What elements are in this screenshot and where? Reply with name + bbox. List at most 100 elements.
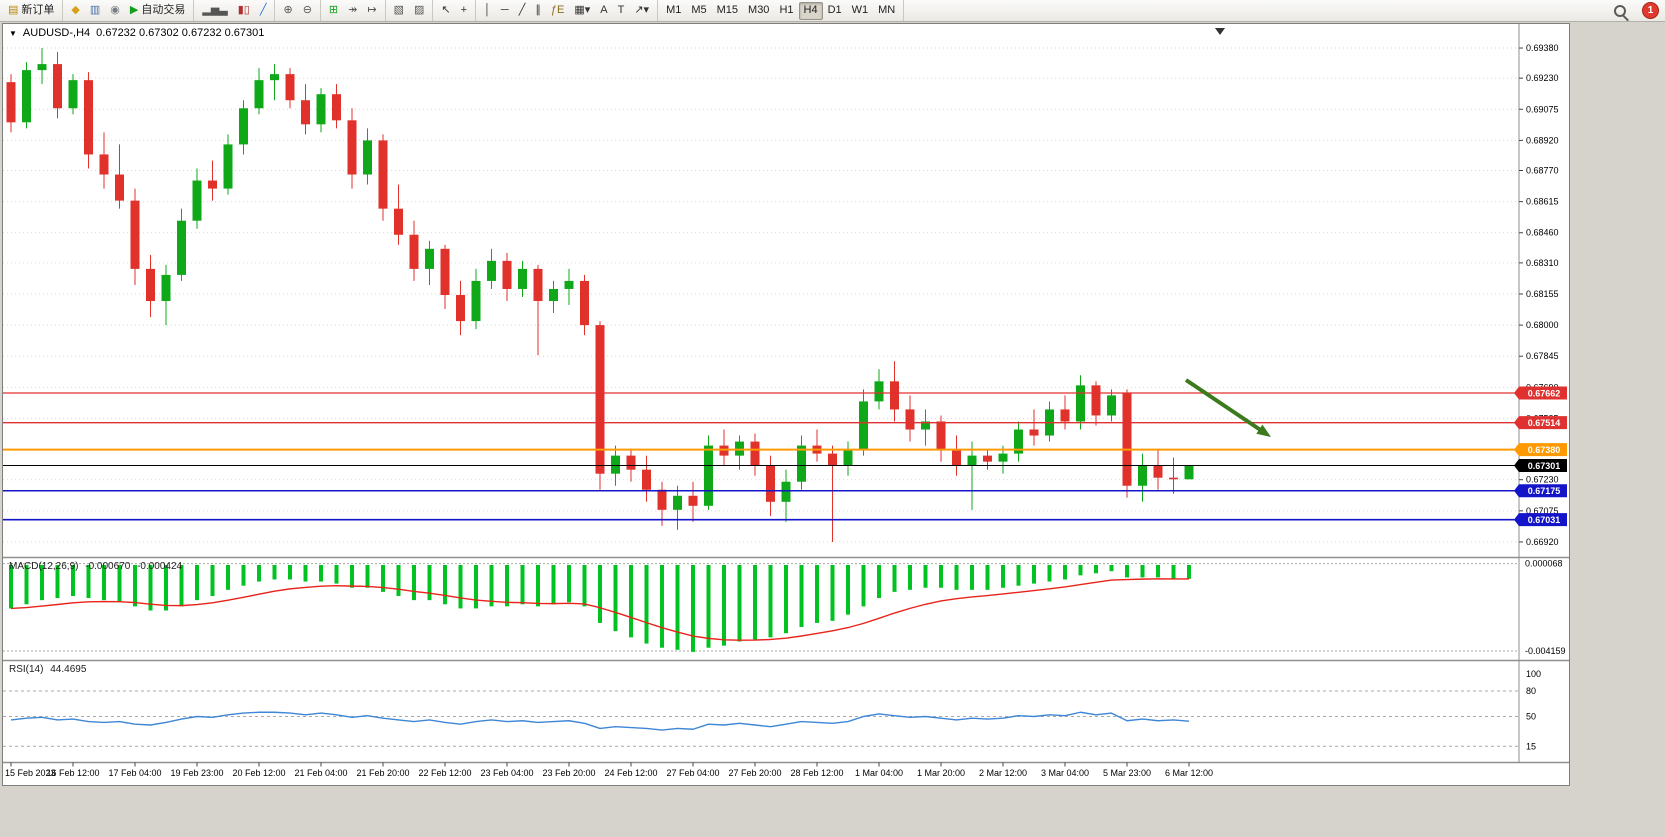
- macd-signal-line: [10, 578, 1190, 641]
- timeframe-w1-button[interactable]: W1: [847, 2, 874, 20]
- arrows-button[interactable]: ↗▾: [629, 2, 654, 20]
- price-tag-0.67380[interactable]: 0.67380: [1514, 443, 1567, 457]
- rsi-label: RSI(14) 44.4695: [9, 664, 90, 675]
- zoom-in-button[interactable]: ⊕: [278, 2, 297, 20]
- svg-text:0.69230: 0.69230: [1526, 73, 1559, 83]
- group-arrange: ⊞ ↠ ↦: [321, 0, 386, 21]
- svg-text:15 Feb 2023: 15 Feb 2023: [5, 768, 56, 778]
- timeframe-mn-button-label: MN: [878, 4, 896, 16]
- rsi-panel: [3, 690, 1519, 747]
- vertical-line-icon: │: [484, 4, 491, 16]
- chart-window: 0.69380 0.69230 0.69075 0.68920 0.68770 0.686…: [2, 23, 1570, 786]
- svg-text:0.67662: 0.67662: [1528, 388, 1561, 398]
- text-label-icon: T: [617, 4, 625, 16]
- timeframe-d1-button[interactable]: D1: [823, 2, 847, 20]
- tile-windows-button[interactable]: ⊞: [324, 2, 343, 20]
- timeframe-h4-button-label: H4: [803, 4, 818, 16]
- fibonacci-button[interactable]: ƒE: [546, 2, 569, 20]
- svg-text:0.68310: 0.68310: [1526, 258, 1559, 268]
- autotrading-button[interactable]: ▶ 自动交易: [125, 2, 190, 20]
- shapes-button[interactable]: ▦▾: [569, 2, 595, 20]
- svg-text:19 Feb 23:00: 19 Feb 23:00: [170, 768, 223, 778]
- new-order-button[interactable]: ▤ 新订单: [3, 2, 59, 20]
- svg-text:80: 80: [1526, 686, 1536, 696]
- timeframe-mn-button[interactable]: MN: [873, 2, 900, 20]
- market-watch-button[interactable]: ▥: [85, 2, 105, 20]
- timeframe-m5-button[interactable]: M5: [686, 2, 711, 20]
- horizontal-line-button[interactable]: ─: [496, 2, 514, 20]
- sounds-button[interactable]: ◉: [105, 2, 125, 20]
- metaeditor-button[interactable]: ◆: [66, 2, 84, 20]
- autotrading-button-label: 自动交易: [141, 4, 186, 16]
- group-indicators: ▧ ▨: [386, 0, 434, 21]
- indicators-icon: ▧: [393, 4, 404, 16]
- candlestick-chart-button[interactable]: ▮▯: [233, 2, 255, 20]
- ohlc-values: 0.67232 0.67302 0.67232 0.67301: [96, 27, 265, 39]
- templates-button[interactable]: ▨: [409, 2, 429, 20]
- price-tag-0.67031[interactable]: 0.67031: [1514, 513, 1567, 527]
- bar-chart-button[interactable]: ▂▅▃: [197, 2, 232, 20]
- chart-shift-button[interactable]: ↦: [362, 2, 381, 20]
- symbol-timeframe: AUDUSD-,H4: [22, 27, 91, 39]
- svg-text:50: 50: [1526, 712, 1536, 722]
- timeframe-h1-button[interactable]: H1: [774, 2, 798, 20]
- svg-text:0.68770: 0.68770: [1526, 166, 1559, 176]
- svg-text:0.67514: 0.67514: [1528, 418, 1561, 428]
- svg-text:16 Feb 12:00: 16 Feb 12:00: [46, 768, 99, 778]
- trendline-button[interactable]: ╱: [514, 2, 531, 20]
- svg-text:0.67301: 0.67301: [1528, 461, 1561, 471]
- text-button[interactable]: A: [595, 2, 612, 20]
- price-tag-0.67514[interactable]: 0.67514: [1514, 416, 1567, 430]
- macd-panel: [3, 563, 1519, 652]
- svg-text:100: 100: [1526, 669, 1541, 679]
- indicators-button[interactable]: ▧: [389, 2, 409, 20]
- price-grid: [3, 47, 1519, 543]
- chart-canvas[interactable]: 0.69380 0.69230 0.69075 0.68920 0.68770 0.686…: [3, 24, 1569, 785]
- notification-badge[interactable]: 1: [1642, 2, 1659, 19]
- group-timeframes: M1 M5 M15 M30 H1 H4 D1 W1 MN: [658, 0, 905, 21]
- price-tag-0.67175[interactable]: 0.67175: [1514, 484, 1567, 498]
- current-price-tag[interactable]: 0.67301: [1514, 458, 1567, 472]
- zoom-out-icon: ⊖: [302, 4, 312, 16]
- timeframe-m1-button[interactable]: M1: [661, 2, 686, 20]
- line-chart-button[interactable]: ╱: [255, 2, 272, 20]
- equidistant-channel-icon: ∥: [535, 4, 541, 16]
- cursor-button[interactable]: ↖: [436, 2, 455, 20]
- auto-scroll-button[interactable]: ↠: [343, 2, 362, 20]
- svg-text:0.68000: 0.68000: [1526, 320, 1559, 330]
- timeframe-m15-button[interactable]: M15: [712, 2, 743, 20]
- search-icon[interactable]: [1614, 4, 1626, 17]
- new-order-icon: ▤: [8, 4, 19, 16]
- metaeditor-icon: ◆: [71, 4, 80, 16]
- timeframe-h1-button-label: H1: [779, 4, 794, 16]
- group-objects: │ ─ ╱ ∥ ƒE ▦▾ A T ↗▾: [476, 0, 659, 21]
- auto-scroll-icon: ↠: [348, 4, 358, 16]
- svg-text:2 Mar 12:00: 2 Mar 12:00: [979, 768, 1027, 778]
- group-chart-type: ▂▅▃ ▮▯ ╱: [194, 0, 276, 21]
- sounds-icon: ◉: [110, 4, 120, 16]
- line-chart-icon: ╱: [259, 4, 267, 16]
- timeframe-m30-button[interactable]: M30: [743, 2, 774, 20]
- market-watch-icon: ▥: [89, 4, 101, 16]
- chart-dropdown-icon[interactable]: ▼: [9, 28, 17, 38]
- crosshair-button[interactable]: +: [456, 2, 472, 20]
- macd-scale-labels: 0.000068 -0.004159: [1525, 559, 1566, 656]
- cursor-icon: ↖: [441, 4, 451, 16]
- tile-windows-icon: ⊞: [328, 4, 339, 16]
- chart-shift-marker[interactable]: [1215, 28, 1225, 35]
- timeframe-h4-button[interactable]: H4: [798, 1, 823, 20]
- svg-text:21 Feb 20:00: 21 Feb 20:00: [356, 768, 409, 778]
- trend-arrow[interactable]: [1184, 378, 1271, 437]
- timeframe-m1-button-label: M1: [666, 4, 682, 16]
- price-tag-0.67662[interactable]: 0.67662: [1514, 386, 1567, 400]
- timeframe-w1-button-label: W1: [851, 4, 869, 16]
- svg-text:1 Mar 04:00: 1 Mar 04:00: [855, 768, 903, 778]
- rsi-name: RSI(14): [9, 664, 44, 675]
- shapes-icon: ▦▾: [574, 4, 591, 16]
- svg-text:28 Feb 12:00: 28 Feb 12:00: [790, 768, 843, 778]
- vertical-line-button[interactable]: │: [479, 2, 496, 20]
- equidistant-channel-button[interactable]: ∥: [530, 2, 546, 20]
- text-label-button[interactable]: T: [613, 2, 630, 20]
- zoom-out-button[interactable]: ⊖: [298, 2, 317, 20]
